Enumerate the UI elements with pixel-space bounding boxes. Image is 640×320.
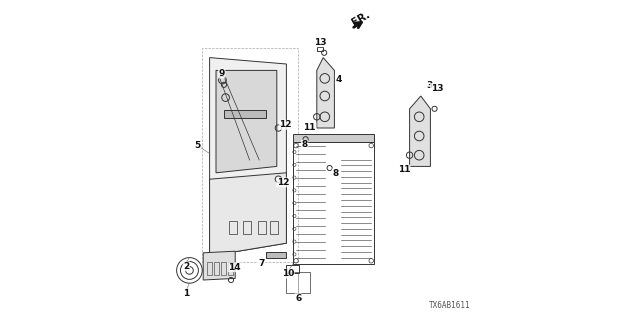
Bar (258, 221, 266, 234)
Text: 3: 3 (427, 81, 433, 90)
Polygon shape (204, 251, 236, 280)
Text: 11: 11 (397, 165, 410, 174)
Polygon shape (410, 96, 430, 166)
Polygon shape (216, 70, 277, 173)
Text: 5: 5 (195, 141, 201, 150)
Text: 7: 7 (259, 260, 265, 268)
Text: 12: 12 (277, 178, 289, 187)
Bar (317, 47, 323, 51)
Polygon shape (210, 58, 287, 256)
Text: 8: 8 (332, 169, 339, 178)
Text: 13: 13 (314, 38, 327, 47)
Text: 4: 4 (335, 75, 342, 84)
Bar (243, 221, 251, 234)
Text: 12: 12 (279, 120, 292, 129)
Bar (221, 262, 226, 275)
Text: 9: 9 (219, 69, 225, 78)
Text: 14: 14 (228, 263, 241, 272)
Bar (214, 262, 219, 275)
Bar (224, 110, 266, 118)
Text: 13: 13 (431, 84, 443, 92)
Text: 2: 2 (183, 262, 189, 271)
Bar (202, 48, 298, 262)
Bar (229, 221, 237, 234)
Bar (287, 272, 310, 293)
Bar (292, 142, 374, 264)
Text: 11: 11 (303, 123, 316, 132)
Text: TX6AB1611: TX6AB1611 (429, 301, 470, 310)
Bar (228, 262, 233, 275)
Text: 1: 1 (183, 289, 189, 298)
Polygon shape (317, 58, 334, 128)
Polygon shape (210, 173, 287, 256)
Text: 8: 8 (301, 140, 308, 149)
Bar (207, 262, 212, 275)
Bar (292, 134, 374, 142)
Bar (287, 265, 298, 273)
Bar (266, 252, 287, 258)
Text: 6: 6 (295, 294, 301, 303)
Bar (270, 221, 278, 234)
Text: 10: 10 (282, 269, 294, 278)
Text: FR.: FR. (349, 10, 372, 28)
